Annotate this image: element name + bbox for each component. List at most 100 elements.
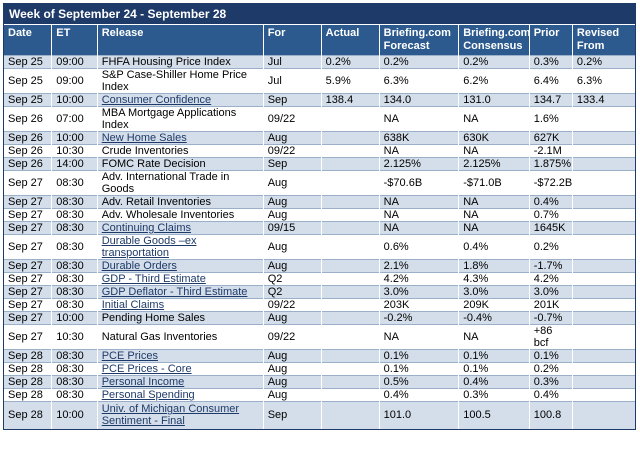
table-row: Sep 27 08:30 Adv. Retail Inventories Aug NA N… <box>4 195 635 209</box>
date-cell: Sep 26 <box>4 157 53 171</box>
date-cell: Sep 27 <box>4 195 53 209</box>
prior-cell: 1.875% <box>529 157 573 171</box>
forecast-cell: 0.1% <box>379 349 460 363</box>
date-cell: Sep 25 <box>4 68 53 94</box>
prior-cell: 0.4% <box>529 195 573 209</box>
release-cell: S&P Case-Shiller Home Price Index <box>97 68 264 94</box>
time-cell: 07:00 <box>51 106 98 132</box>
period-cell: Aug <box>263 195 322 209</box>
prior-cell: 6.4% <box>529 68 573 94</box>
release-link[interactable]: Univ. of Michigan Consumer Sentiment - F… <box>101 403 240 428</box>
revised-from-cell <box>572 324 635 350</box>
prior-cell: 0.3% <box>529 375 573 389</box>
release-link[interactable]: GDP - Third Estimate <box>101 273 206 286</box>
consensus-cell: 209K <box>458 298 530 312</box>
release-cell: FOMC Rate Decision <box>97 157 264 171</box>
release-cell: FHFA Housing Price Index <box>97 55 264 69</box>
revised-from-cell <box>572 157 635 171</box>
period-cell: Aug <box>263 388 322 402</box>
col-actual: Actual <box>321 25 380 56</box>
forecast-cell: 638K <box>379 131 460 145</box>
forecast-cell: 6.3% <box>379 68 460 94</box>
prior-cell: -1.7% <box>529 259 573 273</box>
consensus-cell: NA <box>458 106 530 132</box>
prior-cell: +86 bcf <box>529 324 573 350</box>
time-cell: 08:30 <box>51 285 98 299</box>
time-cell: 09:00 <box>51 68 98 94</box>
release-link[interactable]: Durable Goods –ex transportation <box>101 235 197 260</box>
actual-cell <box>321 362 380 376</box>
revised-from-cell <box>572 285 635 299</box>
release-link[interactable]: PCE Prices - Core <box>101 363 192 376</box>
release-link[interactable]: Initial Claims <box>101 299 165 312</box>
period-cell: 09/22 <box>263 324 322 350</box>
col-prior: Prior <box>529 25 573 56</box>
consensus-cell: -$71.0B <box>458 170 530 196</box>
actual-cell: 0.2% <box>321 55 380 69</box>
actual-cell <box>321 298 380 312</box>
col-consensus: Briefing.com Consensus <box>458 25 530 56</box>
actual-cell <box>321 401 380 429</box>
time-cell: 10:30 <box>51 144 98 158</box>
actual-cell <box>321 324 380 350</box>
prior-cell: -$72.2B <box>529 170 573 196</box>
consensus-cell: 4.3% <box>458 272 530 286</box>
consensus-cell: 1.8% <box>458 259 530 273</box>
release-link[interactable]: Continuing Claims <box>101 222 191 235</box>
period-cell: Sep <box>263 401 322 429</box>
release-link[interactable]: Personal Spending <box>101 389 195 402</box>
release-link[interactable]: Consumer Confidence <box>101 94 212 107</box>
period-cell: Aug <box>263 349 322 363</box>
revised-from-cell <box>572 170 635 196</box>
consensus-cell: NA <box>458 208 530 222</box>
release-link[interactable]: GDP Deflator - Third Estimate <box>101 286 248 299</box>
actual-cell: 138.4 <box>321 93 380 107</box>
table-row: Sep 28 08:30 Personal Spending Aug 0.4% 0.3% 0… <box>4 388 635 402</box>
consensus-cell: 2.125% <box>458 157 530 171</box>
forecast-cell: 101.0 <box>379 401 460 429</box>
period-cell: Jul <box>263 55 322 69</box>
date-cell: Sep 27 <box>4 234 53 260</box>
col-date: Date <box>4 25 53 56</box>
col-for: For <box>263 25 322 56</box>
release-link[interactable]: New Home Sales <box>101 132 187 145</box>
time-cell: 14:00 <box>51 157 98 171</box>
revised-from-cell <box>572 208 635 222</box>
actual-cell <box>321 311 380 325</box>
revised-from-cell <box>572 234 635 260</box>
actual-cell <box>321 285 380 299</box>
revised-from-cell <box>572 349 635 363</box>
revised-from-cell: 0.2% <box>572 55 635 69</box>
forecast-cell: 3.0% <box>379 285 460 299</box>
time-cell: 08:30 <box>51 259 98 273</box>
revised-from-cell <box>572 375 635 389</box>
release-cell: Consumer Confidence <box>97 93 264 107</box>
forecast-cell: 2.125% <box>379 157 460 171</box>
actual-cell <box>321 144 380 158</box>
prior-cell: 0.7% <box>529 208 573 222</box>
actual-cell: 5.9% <box>321 68 380 94</box>
forecast-cell: 0.4% <box>379 388 460 402</box>
forecast-cell: 4.2% <box>379 272 460 286</box>
release-cell: Natural Gas Inventories <box>97 324 264 350</box>
release-link[interactable]: Durable Orders <box>101 260 177 273</box>
time-cell: 10:00 <box>51 93 98 107</box>
prior-cell: 627K <box>529 131 573 145</box>
release-cell: Personal Spending <box>97 388 264 402</box>
table-row: Sep 25 09:00 FHFA Housing Price Index Jul 0.… <box>4 55 635 69</box>
consensus-cell: NA <box>458 195 530 209</box>
release-cell: PCE Prices <box>97 349 264 363</box>
consensus-cell: 100.5 <box>458 401 530 429</box>
date-cell: Sep 28 <box>4 401 53 429</box>
release-link[interactable]: Personal Income <box>101 376 185 389</box>
revised-from-cell <box>572 311 635 325</box>
forecast-cell: -0.2% <box>379 311 460 325</box>
period-cell: Sep <box>263 93 322 107</box>
date-cell: Sep 27 <box>4 170 53 196</box>
col-revised-from: Revised From <box>572 25 635 56</box>
actual-cell <box>321 272 380 286</box>
table-row: Sep 26 07:00 MBA Mortgage Applications Ind… <box>4 106 635 132</box>
release-link[interactable]: PCE Prices <box>101 350 158 363</box>
release-cell: Crude Inventories <box>97 144 264 158</box>
release-cell: Durable Orders <box>97 259 264 273</box>
